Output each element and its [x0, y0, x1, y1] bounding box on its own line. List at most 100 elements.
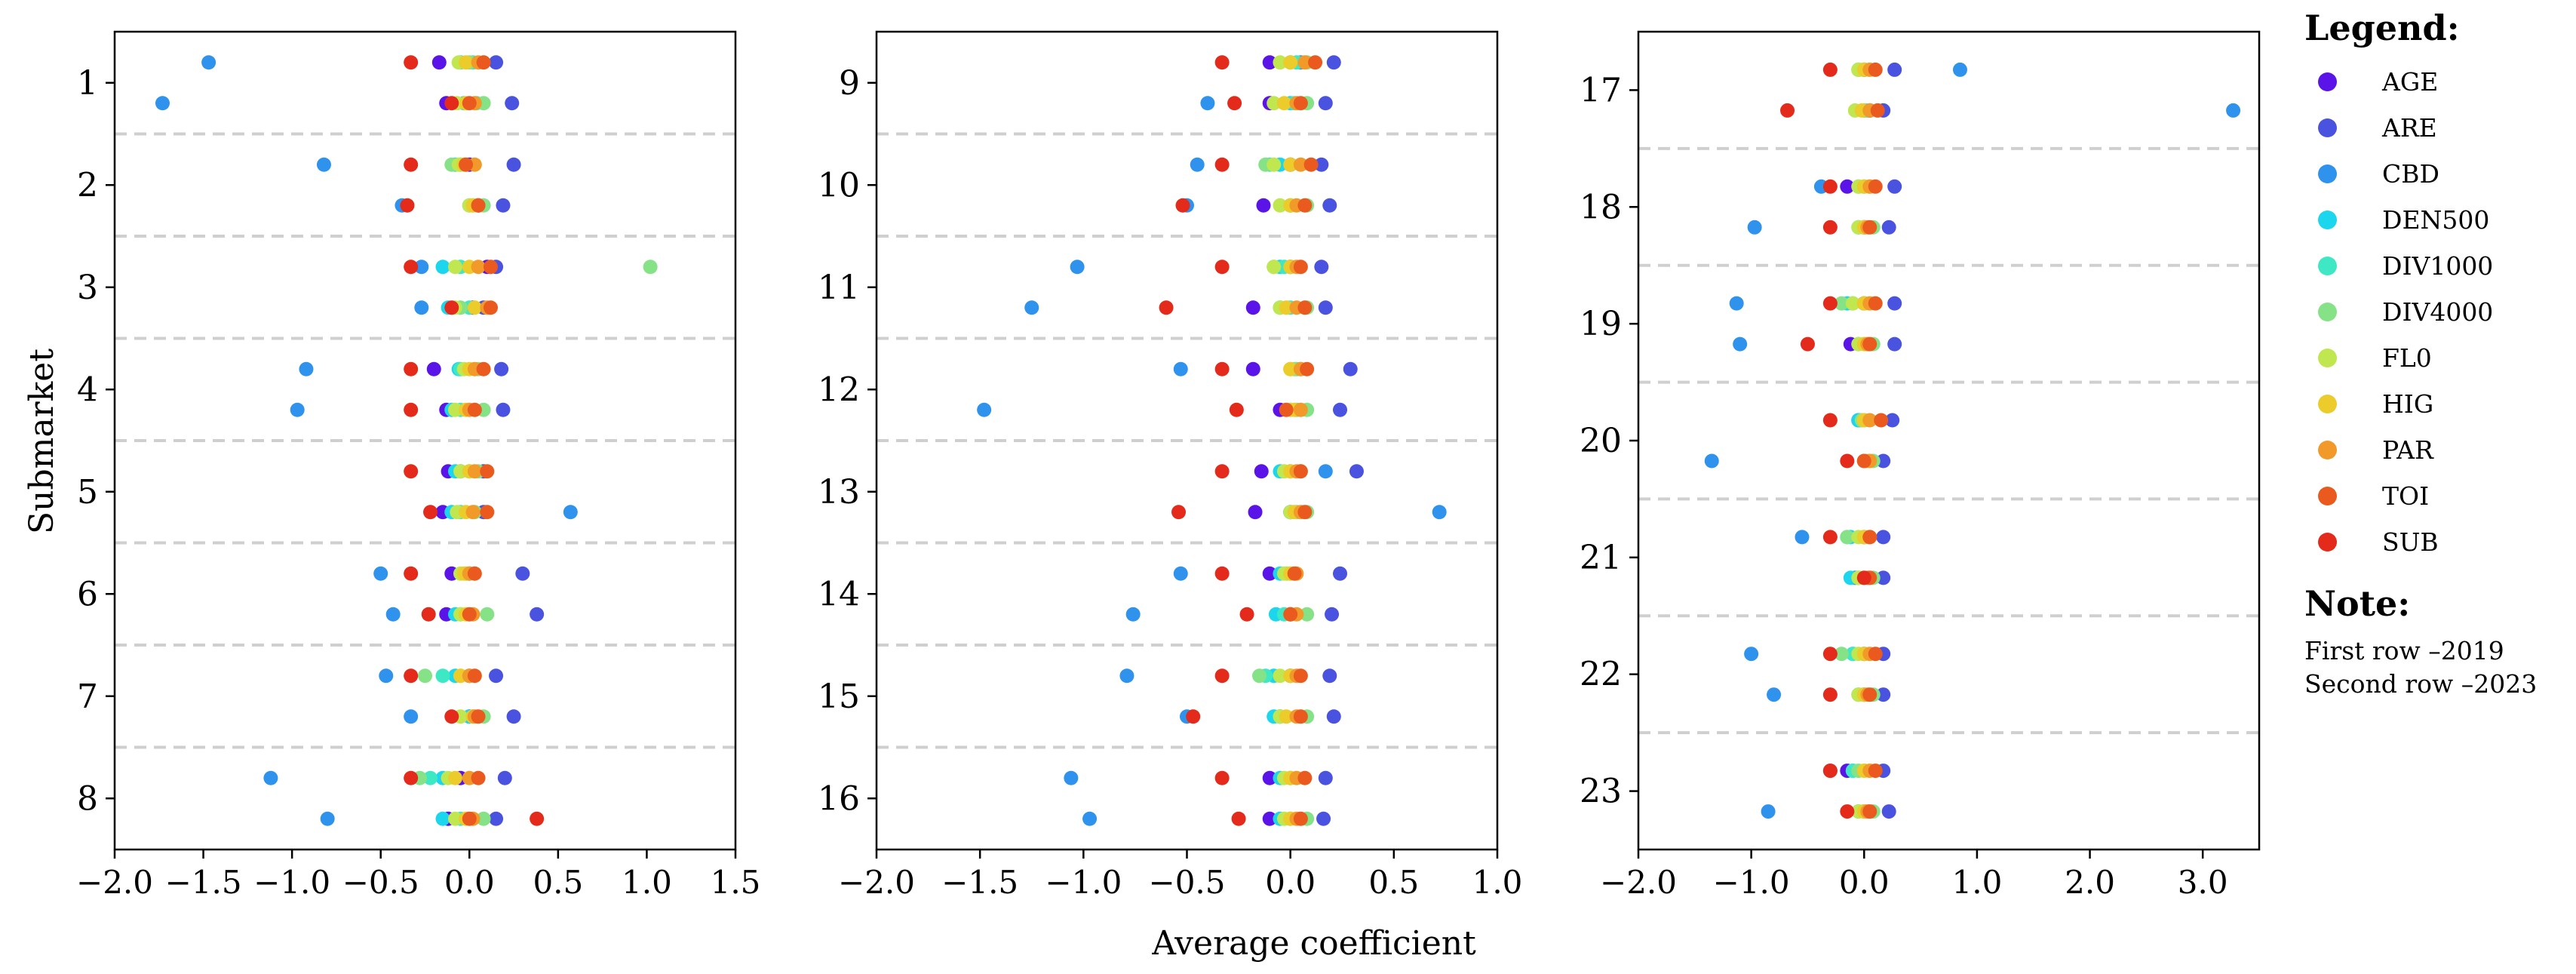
plot-frame — [113, 30, 737, 851]
point-cbd-sub19-2019 — [1729, 296, 1744, 311]
legend-item-hig: HIG — [2304, 381, 2568, 427]
point-toi-sub17-2023 — [1870, 103, 1885, 118]
point-are-sub2-2023 — [496, 198, 511, 213]
plot-frame — [875, 30, 1499, 851]
x-tick-label: 3.0 — [2178, 864, 2228, 901]
point-cbd-sub4-2023 — [290, 402, 305, 417]
point-div4000-sub15-2019 — [1252, 668, 1267, 684]
point-toi-sub5-2023 — [480, 505, 495, 520]
point-toi-sub22-2023 — [1862, 687, 1878, 702]
point-sub-sub14-2023 — [1239, 607, 1254, 622]
point-cbd-sub3-2019 — [414, 260, 429, 275]
point-par-sub12-2023 — [1293, 402, 1308, 417]
x-tick-label: −2.0 — [1600, 864, 1677, 901]
point-den500-sub3-2019 — [435, 260, 450, 275]
point-toi-sub6-2023 — [462, 607, 477, 622]
point-cbd-sub1-2019 — [201, 55, 216, 70]
point-sub-sub1-2023 — [444, 96, 459, 111]
x-tick-label: −1.0 — [253, 864, 330, 901]
point-sub-sub13-2019 — [1214, 464, 1230, 479]
point-sub-sub11-2023 — [1159, 300, 1174, 315]
point-toi-sub13-2019 — [1293, 464, 1308, 479]
point-par-sub9-2019 — [1297, 55, 1313, 70]
point-are-sub20-2023 — [1876, 453, 1891, 469]
x-tick-label: 1.0 — [1472, 864, 1523, 901]
point-sub-sub7-2019 — [404, 668, 419, 684]
legend-label: ARE — [2382, 113, 2437, 143]
legend-item-age: AGE — [2304, 59, 2568, 105]
point-sub-sub5-2023 — [423, 505, 438, 520]
point-div4000-sub8-2023 — [476, 811, 491, 826]
point-div4000-sub14-2023 — [1300, 607, 1315, 622]
point-hig-sub1-2019 — [459, 55, 474, 70]
point-hig-sub8-2019 — [447, 770, 462, 785]
point-toi-sub18-2019 — [1868, 179, 1883, 194]
point-age-sub11-2023 — [1245, 300, 1260, 315]
point-are-sub10-2019 — [1314, 157, 1329, 172]
point-toi-sub12-2019 — [1300, 361, 1315, 376]
point-toi-sub13-2023 — [1297, 505, 1313, 520]
point-cbd-sub16-2023 — [1082, 811, 1098, 826]
y-tick-label: 3 — [77, 269, 98, 307]
point-cbd-sub11-2019 — [1070, 260, 1085, 275]
point-toi-sub8-2023 — [462, 811, 477, 826]
point-are-sub16-2023 — [1316, 811, 1331, 826]
point-are-sub1-2019 — [489, 55, 504, 70]
point-fl0-sub9-2023 — [1267, 96, 1282, 111]
panel-2: −2.0 −1.5 −1.0 −0.5 0.0 0.5 1.0 9 10 11 12 13 14 15 16 — [818, 30, 1523, 901]
point-sub-sub23-2019 — [1822, 764, 1838, 779]
point-cbd-sub17-2023 — [2226, 103, 2241, 118]
panel-3: −2.0 −1.0 0.0 1.0 2.0 3.0 17 18 19 20 21 22 23 — [1580, 30, 2261, 901]
x-tick-label: −2.0 — [838, 864, 915, 901]
point-are-sub1-2023 — [505, 96, 520, 111]
point-toi-sub18-2023 — [1862, 220, 1878, 235]
point-sub-sub7-2023 — [444, 709, 459, 724]
point-cbd-sub12-2019 — [1173, 361, 1188, 376]
point-are-sub7-2019 — [489, 668, 504, 684]
legend-marker — [2318, 210, 2337, 229]
point-fl0-sub10-2023 — [1273, 198, 1288, 213]
legend-item-sub: SUB — [2304, 519, 2568, 565]
legend-item-fl0: FL0 — [2304, 335, 2568, 381]
point-cbd-sub13-2019 — [1318, 464, 1333, 479]
x-tick-label: −1.5 — [165, 864, 242, 901]
point-sub-sub18-2023 — [1822, 220, 1838, 235]
point-age-sub14-2019 — [1262, 566, 1277, 581]
point-cbd-sub9-2023 — [1200, 96, 1215, 111]
point-toi-sub15-2019 — [1293, 668, 1308, 684]
y-tick-label: 10 — [818, 166, 860, 204]
y-tick-label: 21 — [1580, 539, 1622, 577]
point-are-sub6-2019 — [515, 566, 530, 581]
point-div4000-sub3-2019 — [643, 260, 658, 275]
point-cbd-sub22-2023 — [1767, 687, 1782, 702]
y-tick-label: 13 — [818, 473, 860, 512]
point-toi-sub14-2019 — [1287, 566, 1302, 581]
legend-label: HIG — [2382, 389, 2434, 419]
legend-item-div1000: DIV1000 — [2304, 243, 2568, 289]
point-are-sub8-2019 — [497, 770, 512, 785]
note-title: Note: — [2304, 583, 2411, 624]
point-are-sub20-2019 — [1885, 413, 1900, 428]
x-tick-label: −1.0 — [1045, 864, 1122, 901]
point-are-sub14-2019 — [1333, 566, 1348, 581]
point-sub-sub2-2023 — [400, 198, 415, 213]
point-sub-sub5-2019 — [404, 464, 419, 479]
x-tick-label: 0.0 — [444, 864, 495, 901]
point-toi-sub19-2019 — [1868, 296, 1883, 311]
point-sub-sub6-2023 — [421, 607, 436, 622]
x-tick-label: −1.5 — [941, 864, 1018, 901]
point-cbd-sub14-2023 — [1125, 607, 1141, 622]
y-tick-label: 1 — [77, 64, 98, 103]
point-sub-sub23-2023 — [1840, 804, 1855, 819]
point-are-sub18-2023 — [1881, 220, 1896, 235]
point-par-sub10-2019 — [1293, 157, 1308, 172]
point-par-sub5-2023 — [465, 505, 481, 520]
legend-items: AGE ARE CBD DEN500 DIV1000 DIV4000 FL0 HIG PAR TO… — [2304, 59, 2568, 565]
point-cbd-sub7-2019 — [379, 668, 394, 684]
point-sub-sub15-2019 — [1214, 668, 1230, 684]
point-age-sub18-2019 — [1840, 179, 1855, 194]
point-cbd-sub13-2023 — [1432, 505, 1447, 520]
point-div4000-sub22-2019 — [1834, 647, 1849, 662]
y-tick-label: 7 — [77, 677, 98, 716]
point-are-sub13-2019 — [1349, 464, 1364, 479]
